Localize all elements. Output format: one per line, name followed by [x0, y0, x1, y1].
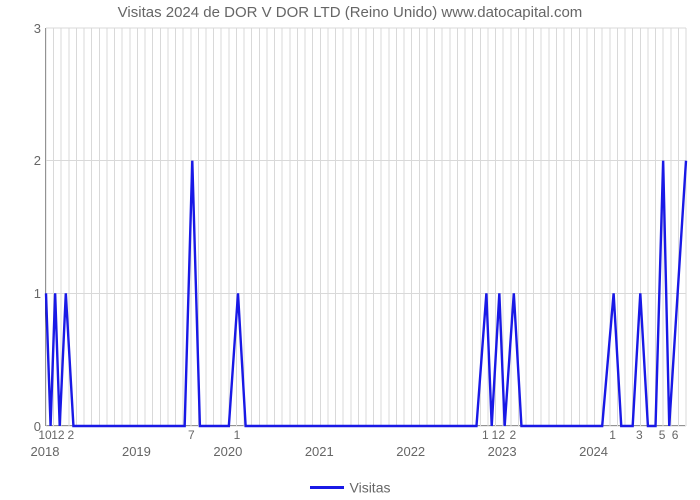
x-small-label: 7 — [188, 428, 195, 442]
x-year-label: 2022 — [396, 444, 425, 459]
chart-svg — [46, 28, 686, 426]
x-small-label: 3 — [636, 428, 643, 442]
x-year-label: 2024 — [579, 444, 608, 459]
x-small-label: 10 — [38, 428, 51, 442]
x-year-label: 2019 — [122, 444, 151, 459]
y-tick-label: 0 — [11, 419, 41, 434]
x-year-label: 2021 — [305, 444, 334, 459]
x-small-label: 6 — [672, 428, 679, 442]
chart-legend: Visitas — [0, 478, 700, 495]
x-small-label: 1 — [234, 428, 241, 442]
chart-title: Visitas 2024 de DOR V DOR LTD (Reino Uni… — [0, 4, 700, 21]
x-small-label: 12 — [51, 428, 64, 442]
x-small-label: 12 — [492, 428, 505, 442]
x-small-label: 1 — [482, 428, 489, 442]
chart-container: Visitas 2024 de DOR V DOR LTD (Reino Uni… — [0, 0, 700, 500]
y-tick-label: 1 — [11, 286, 41, 301]
x-small-label: 5 — [659, 428, 666, 442]
x-year-label: 2023 — [488, 444, 517, 459]
legend-swatch — [310, 486, 344, 489]
y-tick-label: 3 — [11, 21, 41, 36]
legend-label: Visitas — [350, 479, 391, 495]
x-year-label: 2018 — [31, 444, 60, 459]
x-small-label: 2 — [509, 428, 516, 442]
y-tick-label: 2 — [11, 153, 41, 168]
chart-plot-area — [45, 28, 685, 426]
x-small-label: 1 — [609, 428, 616, 442]
x-year-label: 2020 — [213, 444, 242, 459]
x-small-label: 2 — [68, 428, 75, 442]
